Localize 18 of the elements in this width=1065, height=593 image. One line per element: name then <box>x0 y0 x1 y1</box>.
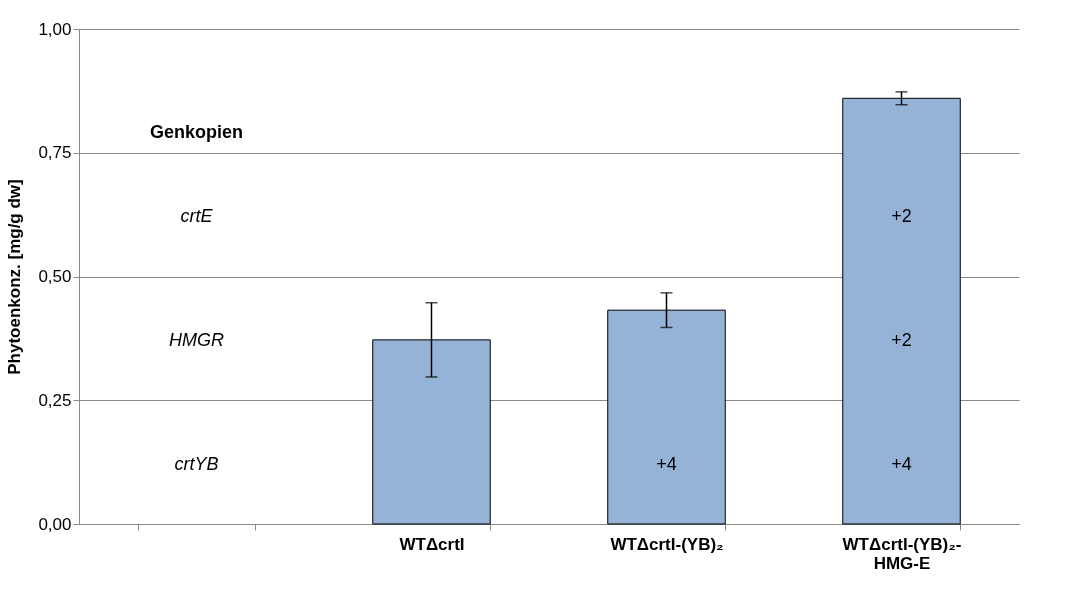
annotation: +2 <box>891 329 912 350</box>
annotation: +4 <box>656 453 677 474</box>
annotation: crtYB <box>174 453 219 474</box>
x-tick-label: WTΔcrtI <box>399 534 465 554</box>
y-tick-label: 0,00 <box>38 514 72 534</box>
annotation: +4 <box>891 453 912 474</box>
y-tick-label: 0,75 <box>38 143 72 163</box>
y-tick-label: 0,25 <box>38 390 72 410</box>
y-tick-label: 0,50 <box>38 267 72 286</box>
annotation: Genkopien <box>149 121 244 142</box>
annotation: +2 <box>891 206 912 227</box>
y-tick-label: 1,00 <box>38 19 72 39</box>
x-tick-label: WTΔcrtI-(YB)₂ <box>610 534 724 554</box>
bar <box>842 97 961 525</box>
annotation: HMGR <box>169 329 224 350</box>
x-tick-label: WTΔcrtI-(YB)₂-HMG-E <box>842 534 962 573</box>
y-axis-title: Phytoenkonz. [mg/g dw] <box>5 179 25 375</box>
annotation: crtE <box>180 206 214 227</box>
